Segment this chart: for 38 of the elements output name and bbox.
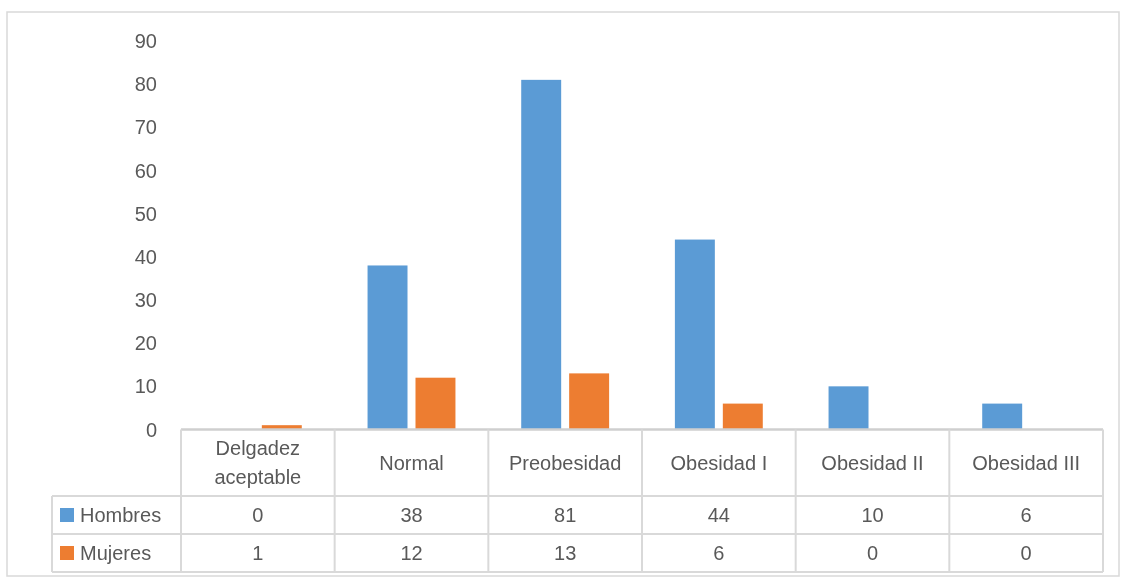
data-label: 0 [1020,542,1032,564]
y-tick-label: 60 [134,159,157,182]
data-label: 6 [1020,504,1032,526]
y-tick-label: 20 [134,332,157,355]
data-label: 10 [861,504,884,526]
y-tick-label: 80 [134,73,157,96]
x-tick-label: Preobesidad [509,451,622,474]
y-tick-label: 70 [134,116,157,139]
legend-label: Mujeres [80,542,152,564]
data-label: 0 [252,504,264,526]
data-label: 13 [554,542,577,564]
data-label: 1 [252,542,264,564]
bar [828,386,869,430]
data-label: 0 [866,542,879,564]
x-tick-label: Obesidad III [972,451,1081,474]
data-label: 6 [713,542,725,564]
x-tick-label: Delgadez aceptable [214,437,302,489]
bar [982,403,1023,430]
data-label: 38 [400,504,423,526]
data-label: 81 [554,504,577,526]
bar [722,403,763,430]
y-tick-label: 90 [134,30,157,52]
bar [415,377,456,430]
bar [569,373,610,430]
y-tick-label: 0 [145,418,157,441]
legend-label: Hombres [80,504,162,526]
x-tick-label: Obesidad II [821,451,924,474]
data-label: 44 [707,504,730,526]
x-tick-label: Normal [379,451,444,474]
x-tick-label: Obesidad I [670,451,768,474]
y-tick-label: 30 [134,289,157,311]
data-label: 12 [400,542,423,564]
bar [367,265,408,430]
bar [674,239,715,430]
y-tick-label: 10 [134,375,157,398]
y-tick-label: 50 [134,202,157,225]
y-tick-label: 40 [134,245,157,268]
bar [521,79,562,430]
